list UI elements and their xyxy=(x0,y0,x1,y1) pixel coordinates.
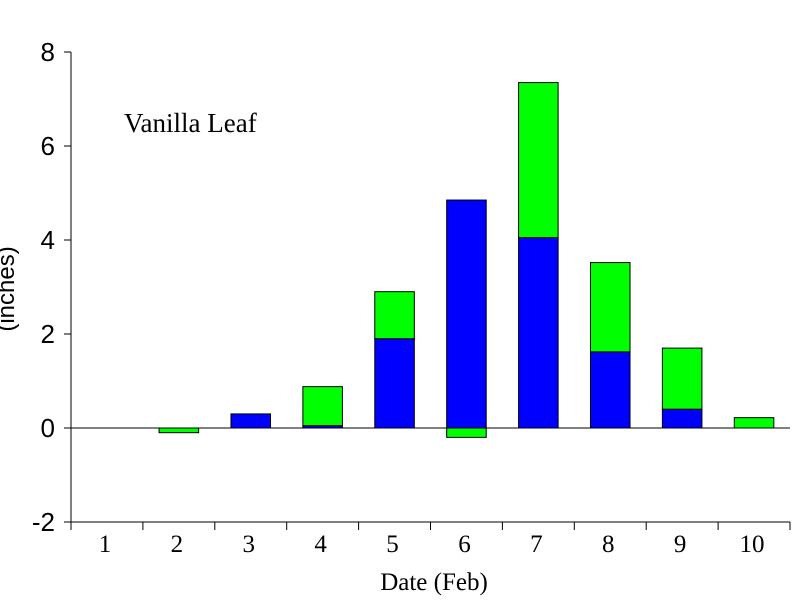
bar-9-series-1 xyxy=(661,408,703,429)
bar-6-series-1 xyxy=(446,199,487,429)
x-tick-label: 6 xyxy=(458,531,471,558)
x-tick-label: 3 xyxy=(243,531,256,558)
bars-layer xyxy=(158,82,775,438)
x-tick-label: 1 xyxy=(99,531,112,558)
bar-10-series-2 xyxy=(733,417,775,429)
y-tick-label: 2 xyxy=(41,319,55,349)
y-tick-label: 0 xyxy=(41,413,55,443)
bar-6-series-2 xyxy=(446,427,487,438)
bar-5-series-1 xyxy=(374,338,415,429)
y-axis-title: (inches) xyxy=(0,246,20,331)
x-tick-label: 7 xyxy=(530,531,543,558)
bar-3-series-1 xyxy=(230,413,272,429)
x-tick-label: 8 xyxy=(602,531,615,558)
bar-5-series-2 xyxy=(374,291,415,340)
bar-7-series-2 xyxy=(518,82,559,239)
bar-7-series-1 xyxy=(518,237,559,429)
bar-9-series-2 xyxy=(661,347,703,410)
bar-8-series-1 xyxy=(589,351,631,429)
x-tick-label: 4 xyxy=(314,531,327,558)
y-tick-label: 6 xyxy=(41,131,55,161)
bar-8-series-2 xyxy=(589,262,631,353)
y-tick-label: 4 xyxy=(41,225,55,255)
chart-annotation: Vanilla Leaf xyxy=(124,108,257,138)
y-tick-label: 8 xyxy=(41,37,55,67)
x-tick-label: 9 xyxy=(674,531,687,558)
x-tick-label: 10 xyxy=(740,531,765,558)
bar-4-series-2 xyxy=(302,386,343,427)
x-tick-label: 2 xyxy=(171,531,184,558)
bar-2-series-2 xyxy=(158,427,200,434)
axes-layer: -2 0 2 4 6 8 1 2 3 4 5 6 7 8 9 10 xyxy=(32,37,791,558)
x-tick-label: 5 xyxy=(386,531,399,558)
x-axis-title: Date (Feb) xyxy=(380,569,488,596)
y-tick-label: -2 xyxy=(32,507,55,537)
